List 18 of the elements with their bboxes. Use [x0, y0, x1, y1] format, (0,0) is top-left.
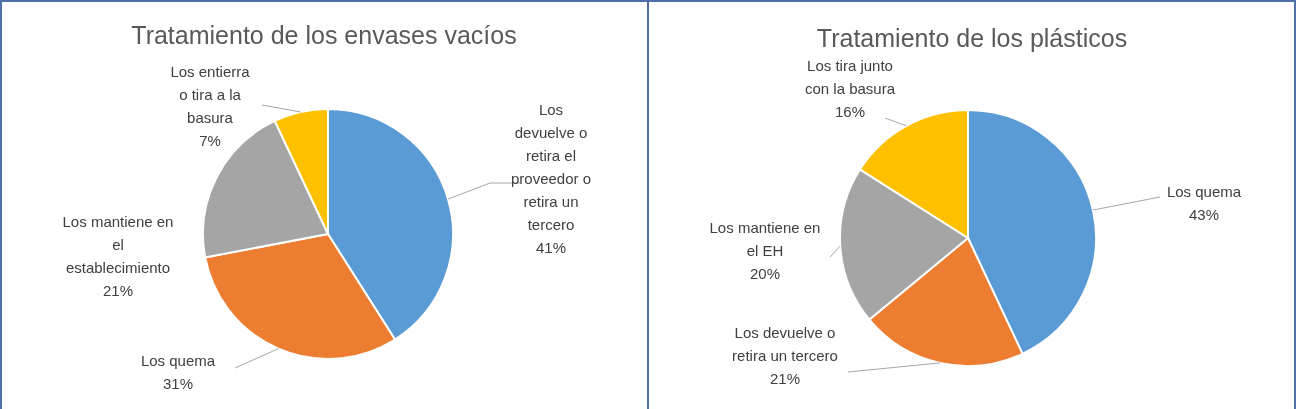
slice-label: Los devuelve o retira un tercero — [732, 324, 838, 364]
chart-title: Tratamiento de los plásticos — [816, 24, 1128, 52]
slice-label: Los mantiene en el EH — [709, 219, 821, 259]
slice-label: Los entierra o tira a la basura — [170, 63, 251, 126]
data-label: 21% — [102, 282, 134, 299]
slice-label: Los quema — [140, 352, 216, 369]
data-label: 21% — [769, 370, 801, 387]
slice-label: Los devuelve o retira el proveedor o retira un tercero — [510, 101, 592, 233]
slice-label: Los quema — [1166, 183, 1242, 200]
data-label: 41% — [535, 239, 567, 256]
data-label: 43% — [1188, 206, 1220, 223]
data-label: 16% — [834, 103, 866, 120]
slice-label: Los tira junto con la basura — [804, 57, 896, 97]
slice-label: Los mantiene en el establecimiento — [62, 213, 174, 276]
data-label: 31% — [162, 375, 194, 392]
data-label: 7% — [199, 132, 221, 149]
data-label: 20% — [749, 265, 781, 282]
chart-title: Tratamiento de los envases vacíos — [131, 21, 517, 49]
